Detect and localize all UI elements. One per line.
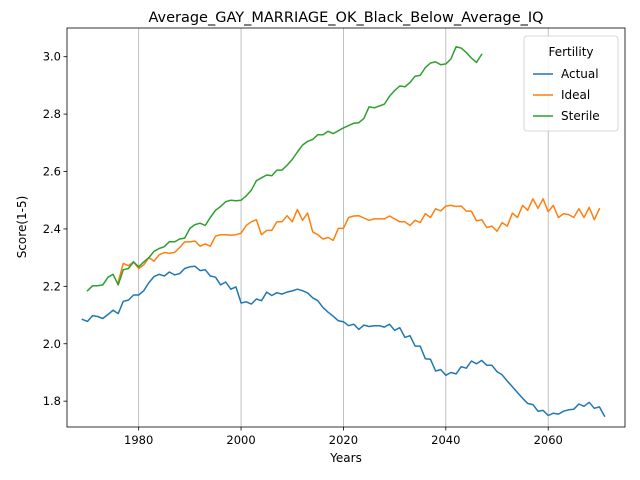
y-tick-label: 2.2 [43,279,61,293]
legend-items: Actual Ideal Sterile [533,67,600,123]
x-tick-label: 1980 [124,433,153,447]
y-axis-label: Score(1-5) [15,196,29,259]
legend-label-sterile: Sterile [561,109,600,123]
y-tick-label: 2.6 [43,165,61,179]
x-axis-label: Years [329,451,362,465]
y-tick-label: 2.4 [43,222,61,236]
y-axis: 1.8 2.0 2.2 2.4 2.6 2.8 3.0 [43,50,67,408]
x-tick-label: 2060 [534,433,563,447]
x-tick-label: 2020 [329,433,358,447]
legend-label-ideal: Ideal [561,88,590,102]
legend-label-actual: Actual [561,67,599,81]
y-tick-label: 2.8 [43,107,61,121]
series-line-actual [81,265,606,418]
x-axis: 1980 2000 2020 2040 2060 [124,427,563,447]
x-tick-label: 2040 [431,433,460,447]
series-line-ideal [117,198,601,283]
y-tick-label: 2.0 [43,337,61,351]
series-lines [81,45,606,418]
plot-area-frame [66,27,626,428]
legend: Fertility Actual Ideal Sterile [523,35,619,132]
legend-title: Fertility [548,45,593,59]
series-line-sterile [86,45,483,292]
x-tick-label: 2000 [226,433,255,447]
chart-title: Average_GAY_MARRIAGE_OK_Black_Below_Aver… [148,10,543,26]
y-tick-label: 3.0 [43,50,61,64]
y-tick-label: 1.8 [43,394,61,408]
legend-box [523,35,619,132]
